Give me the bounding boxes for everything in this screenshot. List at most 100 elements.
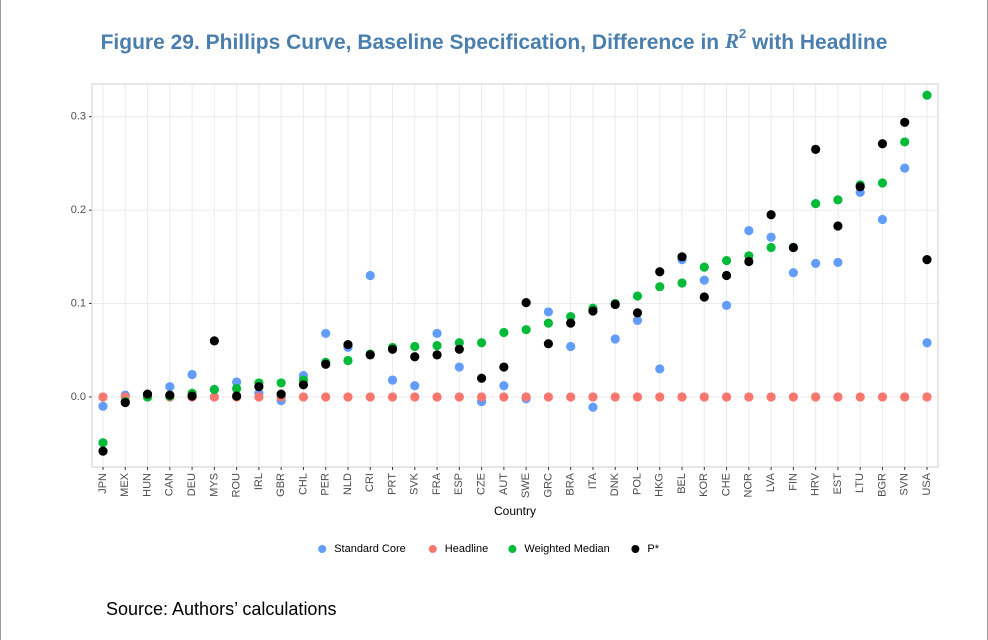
x-tick-label: SVN xyxy=(899,473,911,496)
point xyxy=(276,378,286,388)
point xyxy=(721,270,732,281)
point xyxy=(543,318,554,328)
point xyxy=(900,163,910,173)
x-tick-label: FIN xyxy=(787,473,799,491)
point xyxy=(98,392,108,402)
point xyxy=(454,392,464,402)
point xyxy=(476,373,487,383)
point xyxy=(632,291,643,301)
point xyxy=(432,350,442,360)
title-text: with Headline xyxy=(746,31,887,54)
point xyxy=(499,362,509,372)
legend-marker xyxy=(508,545,517,553)
point xyxy=(900,392,910,402)
point xyxy=(98,401,108,411)
point xyxy=(232,383,242,394)
point xyxy=(410,341,420,352)
point xyxy=(98,438,108,448)
point xyxy=(811,392,821,402)
point xyxy=(855,182,865,192)
x-tick-label: EST xyxy=(832,473,844,495)
x-tick-label: CHL xyxy=(297,473,309,495)
x-tick-label: HKG xyxy=(654,473,666,497)
x-tick-label: CHE xyxy=(720,473,732,496)
point xyxy=(922,338,932,348)
point xyxy=(387,344,398,354)
x-tick-label: ITA xyxy=(587,472,599,489)
x-tick-label: DNK xyxy=(609,472,621,496)
point xyxy=(254,382,264,392)
y-tick-label: 0.2 xyxy=(71,204,86,216)
point xyxy=(543,307,554,317)
point xyxy=(833,257,843,268)
x-tick-label: DEU xyxy=(186,473,198,496)
point xyxy=(811,198,821,209)
x-tick-label: LTU xyxy=(854,473,866,493)
x-tick-label: KOR xyxy=(698,473,710,497)
point xyxy=(566,318,576,328)
point xyxy=(588,402,598,412)
point xyxy=(543,339,554,349)
point xyxy=(922,90,932,100)
point xyxy=(922,392,932,402)
x-tick-label: BEL xyxy=(676,473,688,494)
x-tick-label: PER xyxy=(320,473,332,496)
x-tick-label: LVA xyxy=(765,472,777,492)
point xyxy=(187,369,197,380)
point xyxy=(165,382,175,392)
point xyxy=(766,210,776,220)
point xyxy=(321,392,331,402)
title-symbol: R xyxy=(724,29,739,53)
x-tick-label: ROU xyxy=(231,473,243,498)
point xyxy=(766,392,776,402)
point xyxy=(721,300,732,310)
x-tick-label: PRT xyxy=(386,473,398,495)
point xyxy=(877,178,888,188)
plot-border xyxy=(91,83,939,468)
point xyxy=(142,389,153,399)
point xyxy=(298,392,309,402)
point xyxy=(811,144,821,154)
x-tick-label: JPN xyxy=(97,473,109,494)
point xyxy=(521,297,531,308)
point xyxy=(454,344,464,354)
source-note: Source: Authors’ calculations xyxy=(106,599,336,619)
point xyxy=(499,392,509,402)
point xyxy=(699,292,709,302)
x-tick-label: POL xyxy=(631,473,643,495)
point xyxy=(632,315,643,325)
point xyxy=(610,392,620,402)
point xyxy=(209,384,219,395)
point xyxy=(499,327,509,338)
x-tick-label: MYS xyxy=(208,473,220,497)
x-tick-label: HRV xyxy=(810,472,822,496)
y-tick-label: 0.3 xyxy=(71,111,86,123)
point xyxy=(432,340,442,351)
x-tick-label: NOR xyxy=(743,473,755,498)
x-tick-label: AUT xyxy=(498,473,510,495)
point xyxy=(321,359,331,369)
point xyxy=(788,242,798,253)
point xyxy=(343,340,353,350)
point xyxy=(298,380,309,390)
point xyxy=(343,392,353,402)
point xyxy=(566,392,576,402)
point xyxy=(900,137,910,147)
point xyxy=(766,232,776,242)
y-tick-label: 0.1 xyxy=(71,297,86,309)
point xyxy=(343,355,353,366)
point xyxy=(833,195,843,205)
legend-label: Headline xyxy=(445,543,488,555)
point xyxy=(877,214,888,225)
point xyxy=(410,381,420,391)
point xyxy=(120,397,130,408)
point xyxy=(788,392,798,402)
point xyxy=(209,336,219,346)
point xyxy=(655,282,665,292)
point xyxy=(677,278,687,288)
point xyxy=(276,389,286,399)
point xyxy=(855,392,865,402)
chart-title: Figure 29. Phillips Curve, Baseline Spec… xyxy=(101,26,888,53)
point xyxy=(699,262,709,272)
x-tick-label: USA xyxy=(921,472,933,495)
